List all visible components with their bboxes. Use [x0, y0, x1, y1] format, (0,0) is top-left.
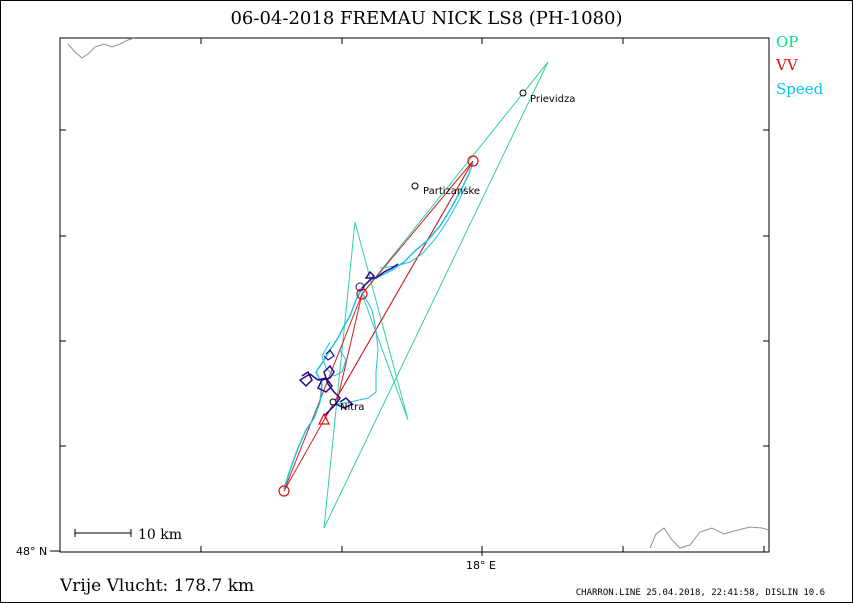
page-title: 06-04-2018 FREMAU NICK LS8 (PH-1080): [230, 8, 623, 29]
left-ticks: [60, 129, 66, 447]
credit-line: CHARRON.LINE 25.04.2018, 22:41:58, DISLI…: [575, 588, 825, 598]
legend-speed: Speed: [776, 80, 824, 98]
town-label-nitra: Nitra: [340, 402, 364, 413]
town-dot-partizanske: [411, 182, 419, 190]
lat-axis-label: 48° N: [16, 545, 47, 558]
turnpoint-marker-3: [278, 485, 290, 497]
legend-op: OP: [776, 33, 799, 51]
town-dot-prievidza: [519, 89, 527, 97]
start-triangle-marker: [318, 412, 330, 425]
lon-axis-label: 18° E: [466, 559, 496, 572]
town-label-prievidza: Prievidza: [530, 94, 575, 105]
turnpoint-marker-2: [356, 288, 368, 300]
town-dot-nitra: [329, 398, 337, 406]
climb-trace: [298, 364, 341, 417]
distance-summary: Vrije Vlucht: 178.7 km: [60, 576, 255, 596]
scale-bar-label: 10 km: [138, 527, 182, 543]
legend-vv: VV: [776, 56, 798, 74]
speed-trace: [283, 162, 474, 490]
town-label-partizanske: Partizanske: [423, 186, 480, 197]
turnpoint-marker-1: [467, 155, 479, 167]
right-ticks: [763, 129, 769, 447]
map-border: [59, 37, 770, 553]
country-border-bottom-right: [649, 526, 770, 549]
bottom-ticks: [200, 546, 765, 556]
top-ticks: [200, 38, 624, 44]
country-border-top-left: [67, 37, 135, 59]
scale-bar: 10 km: [74, 527, 182, 543]
